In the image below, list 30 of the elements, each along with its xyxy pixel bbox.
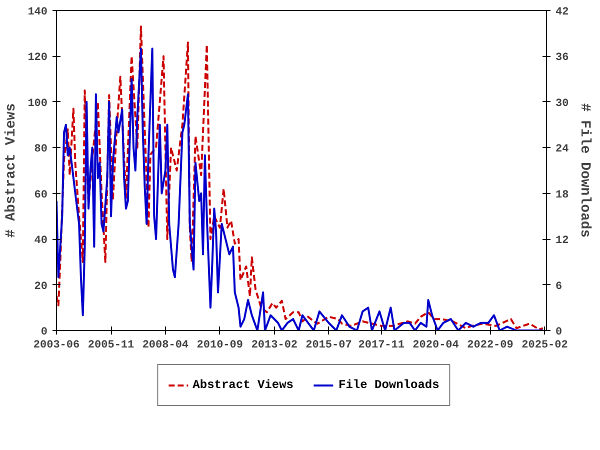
y2-tick-label: 42 [556, 6, 569, 18]
y-tick-label: 40 [34, 235, 48, 248]
y2-tick-label: 24 [556, 144, 570, 156]
y2-tick-label: 18 [556, 189, 570, 202]
x-tick-label: 2013-02 [251, 340, 298, 352]
legend-label: Abstract Views [192, 378, 294, 392]
y-tick-label: 140 [28, 6, 48, 18]
x-tick-label: 2008-04 [142, 340, 189, 352]
y2-tick-label: 6 [556, 280, 562, 293]
x-tick-label: 2017-11 [358, 340, 405, 352]
x-tick-label: 2025-02 [522, 340, 568, 352]
y-tick-label: 20 [34, 280, 48, 293]
legend-label: File Downloads [338, 378, 440, 392]
y-axis-title: # Abstract Views [4, 103, 20, 238]
x-tick-label: 2010-09 [196, 340, 244, 352]
y-tick-label: 60 [34, 189, 48, 202]
y2-tick-label: 36 [556, 52, 569, 64]
y-tick-label: 120 [28, 52, 48, 64]
x-tick-label: 2015-07 [306, 340, 352, 352]
y2-axis-title: # File Downloads [576, 103, 593, 238]
x-tick-label: 2020-04 [412, 340, 460, 352]
y-tick-label: 80 [34, 144, 48, 156]
x-tick-label: 2005-11 [88, 340, 135, 352]
y2-tick-label: 12 [556, 235, 569, 248]
y2-tick-label: 30 [556, 98, 569, 110]
x-tick-label: 2003-06 [33, 340, 80, 352]
y-tick-label: 0 [40, 326, 48, 338]
y-tick-label: 100 [28, 98, 48, 110]
x-tick-label: 2022-09 [467, 340, 514, 352]
y2-tick-label: 0 [556, 326, 562, 338]
